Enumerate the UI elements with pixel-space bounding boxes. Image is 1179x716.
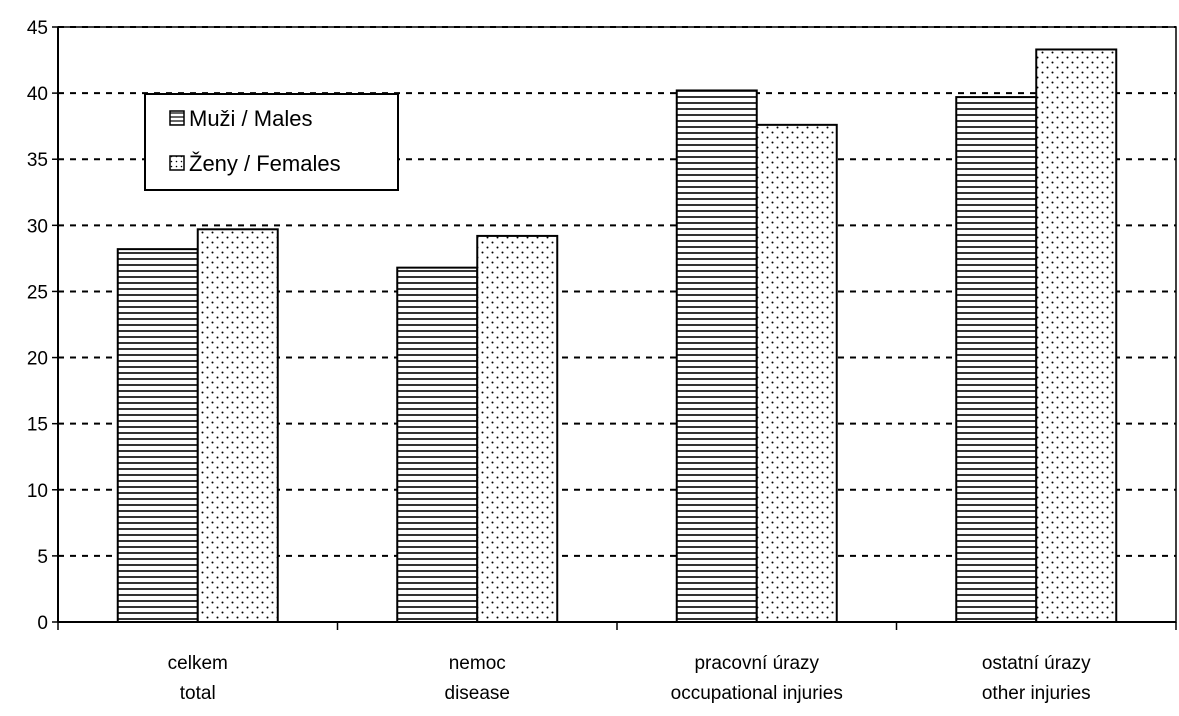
category-label: total bbox=[180, 683, 216, 704]
category-label: nemoc bbox=[449, 653, 506, 674]
x-axis-categories: celkem total nemoc disease pracovní úrazy occ… bbox=[168, 653, 1091, 704]
y-tick-label: 40 bbox=[27, 84, 48, 105]
category-label: disease bbox=[445, 683, 511, 704]
category-label: occupational injuries bbox=[671, 683, 843, 704]
legend-box bbox=[144, 93, 399, 191]
y-axis-ticks: 0 5 10 15 20 25 30 35 40 45 bbox=[27, 18, 58, 634]
bar-females bbox=[755, 123, 838, 623]
category-label: ostatní úrazy bbox=[982, 653, 1091, 674]
y-tick-label: 15 bbox=[27, 415, 48, 436]
bar-females bbox=[476, 234, 559, 624]
category-label: pracovní úrazy bbox=[694, 653, 819, 674]
bars bbox=[116, 48, 1118, 624]
axes bbox=[57, 26, 1177, 630]
legend: Muži / Males Ženy / Females bbox=[144, 93, 399, 191]
y-tick-label: 0 bbox=[37, 613, 48, 634]
bar-males bbox=[396, 266, 479, 623]
bar-males bbox=[955, 96, 1038, 624]
y-tick-label: 30 bbox=[27, 216, 48, 237]
y-tick-label: 45 bbox=[27, 18, 48, 39]
y-tick-label: 20 bbox=[27, 349, 48, 370]
y-tick-label: 35 bbox=[27, 150, 48, 171]
category-label: other injuries bbox=[982, 683, 1091, 704]
bar-females bbox=[196, 228, 279, 624]
bar-females bbox=[1035, 48, 1118, 623]
y-tick-label: 10 bbox=[27, 481, 48, 502]
bar-males bbox=[116, 248, 199, 623]
legend-swatch-females bbox=[169, 155, 185, 171]
category-label: celkem bbox=[168, 653, 228, 674]
y-tick-label: 5 bbox=[37, 547, 48, 568]
y-tick-label: 25 bbox=[27, 282, 48, 303]
legend-label: Ženy / Females bbox=[189, 151, 341, 176]
bar-males bbox=[675, 89, 758, 623]
legend-swatch-males bbox=[169, 110, 185, 126]
legend-label: Muži / Males bbox=[189, 106, 312, 131]
